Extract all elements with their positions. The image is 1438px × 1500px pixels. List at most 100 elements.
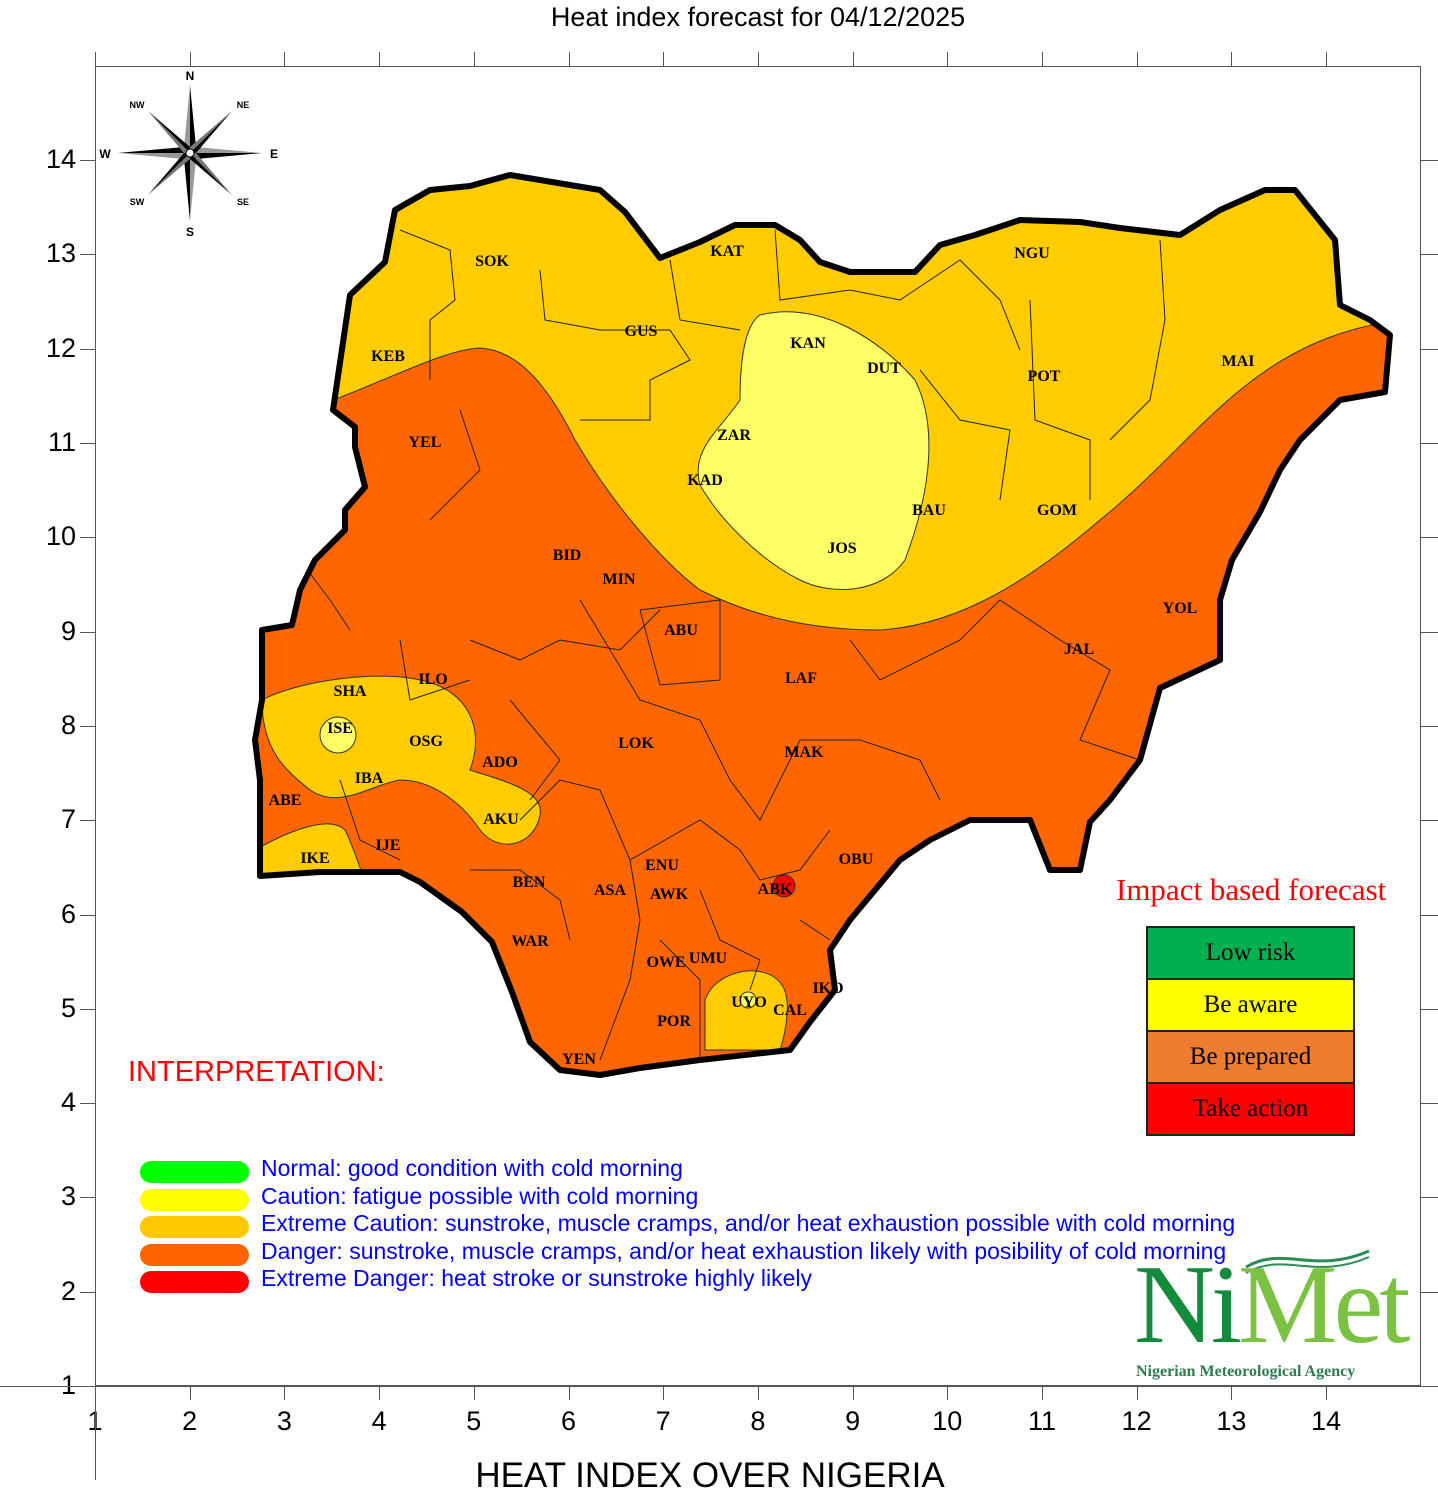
legend-color-swatch	[140, 1161, 249, 1183]
impact-level-low-risk: Low risk	[1148, 928, 1353, 980]
region-extreme-caution-uyo	[704, 970, 788, 1051]
y-tick-label: 3	[60, 1181, 76, 1212]
y-tick-mark	[80, 820, 95, 822]
impact-level-be-aware: Be aware	[1148, 980, 1353, 1032]
x-tick-mark-top	[1326, 52, 1328, 66]
x-tick-label: 3	[276, 1406, 292, 1436]
y-tick-mark-right	[1421, 160, 1438, 162]
wave-icon	[1245, 1249, 1370, 1274]
state-label-jos: JOS	[827, 540, 857, 557]
state-label-sha: SHA	[333, 683, 367, 700]
impact-level-take-action: Take action	[1148, 1084, 1353, 1134]
y-axis-extension	[95, 1386, 96, 1480]
state-label-zar: ZAR	[717, 427, 751, 444]
y-tick-mark-right	[1421, 631, 1438, 633]
state-label-por: POR	[657, 1013, 691, 1030]
state-label-obu: OBU	[838, 851, 874, 868]
state-label-enu: ENU	[645, 857, 679, 874]
y-tick-mark	[80, 160, 95, 162]
x-tick-mark-top	[284, 52, 286, 66]
y-tick-mark-right	[1421, 443, 1438, 444]
state-label-bid: BID	[552, 547, 582, 564]
x-tick-mark	[852, 1386, 854, 1400]
map-frame	[95, 66, 1421, 1386]
compass-sw: SW	[130, 197, 145, 207]
y-tick-mark-right	[1421, 1103, 1438, 1105]
map-title: Heat index forecast for 04/12/2025	[550, 2, 966, 32]
state-label-mai: MAI	[1221, 353, 1255, 370]
compass-w: W	[99, 147, 111, 161]
interpretation-text: Danger: sunstroke, muscle cramps, and/or…	[261, 1237, 1227, 1264]
x-tick-label: 2	[182, 1406, 198, 1436]
state-label-dut: DUT	[867, 360, 901, 377]
y-tick-mark	[80, 1008, 95, 1010]
state-label-awk: AWK	[649, 886, 689, 903]
y-tick-mark-right	[1421, 820, 1438, 822]
x-tick-mark	[473, 1386, 475, 1400]
y-tick-label: 8	[60, 709, 76, 740]
state-label-umu: UMU	[688, 950, 728, 967]
x-tick-mark-top	[1231, 52, 1233, 66]
state-label-iba: IBA	[354, 770, 384, 787]
x-tick-mark-top	[95, 52, 96, 66]
x-tick-label: 12	[1121, 1406, 1152, 1436]
nimet-logo: NiMet Nigerian Meteorological Agency	[1134, 1243, 1410, 1385]
compass-ne: NE	[237, 100, 250, 110]
y-tick-mark	[80, 914, 95, 916]
compass-rose: N S E W NE NW SE SW	[99, 70, 278, 239]
interpretation-text: Extreme Danger: heat stroke or sunstroke…	[261, 1265, 812, 1291]
state-label-kan: KAN	[790, 335, 826, 352]
y-tick-mark-right	[1421, 1386, 1438, 1387]
state-label-bau: BAU	[912, 502, 946, 519]
x-tick-label: 11	[1027, 1406, 1057, 1436]
state-label-pot: POT	[1027, 368, 1061, 385]
legend-color-swatch	[140, 1243, 249, 1266]
state-label-gom: GOM	[1037, 502, 1077, 519]
state-label-ben: BEN	[512, 874, 546, 891]
y-tick-label: 11	[47, 427, 76, 457]
y-tick-label: 6	[60, 898, 76, 929]
state-label-keb: KEB	[371, 348, 405, 365]
y-tick-mark-right	[1421, 1291, 1438, 1293]
x-tick-label: 6	[560, 1406, 577, 1436]
x-tick-mark-top	[757, 52, 759, 66]
state-label-lok: LOK	[618, 735, 654, 752]
impact-level-be-prepared: Be prepared	[1148, 1032, 1353, 1084]
x-tick-label: 10	[932, 1406, 963, 1436]
logo-ni: Ni	[1134, 1243, 1242, 1367]
x-tick-mark-top	[1042, 52, 1043, 66]
logo-met: Met	[1238, 1243, 1410, 1367]
interpretation-text: Normal: good condition with cold morning	[261, 1155, 683, 1181]
y-tick-mark-right	[1421, 914, 1438, 916]
x-tick-mark	[663, 1386, 665, 1400]
compass-s: S	[186, 225, 194, 239]
y-tick-label: 13	[45, 238, 76, 269]
y-tick-label: 5	[60, 992, 76, 1023]
x-tick-mark	[189, 1386, 191, 1400]
y-tick-mark	[80, 254, 95, 256]
x-tick-mark	[284, 1386, 286, 1400]
state-label-laf: LAF	[785, 670, 817, 687]
y-tick-mark	[80, 1291, 95, 1293]
x-tick-mark	[379, 1386, 381, 1400]
state-label-ngu: NGU	[1014, 245, 1050, 262]
state-label-ije: IJE	[375, 837, 401, 854]
state-label-yen: YEN	[562, 1051, 596, 1068]
state-label-kad: KAD	[687, 472, 723, 489]
x-tick-mark	[1042, 1386, 1043, 1400]
state-label-iko: IKO	[812, 980, 844, 997]
state-label-ilo: ILO	[418, 671, 448, 688]
x-tick-label: 8	[750, 1406, 766, 1436]
region-caution-kano	[697, 311, 930, 590]
x-tick-label: 4	[371, 1406, 387, 1436]
x-tick-mark-top	[947, 52, 949, 66]
x-tick-label: 9	[845, 1406, 861, 1436]
compass-nw: NW	[130, 100, 145, 110]
state-label-uyo: UYO	[731, 994, 767, 1011]
state-label-ise: ISE	[327, 720, 353, 737]
interpretation-text: Extreme Caution: sunstroke, muscle cramp…	[261, 1210, 1236, 1236]
state-label-abk: ABK	[757, 881, 793, 898]
y-tick-mark-right	[1421, 254, 1438, 256]
y-tick-label: 10	[45, 521, 76, 552]
